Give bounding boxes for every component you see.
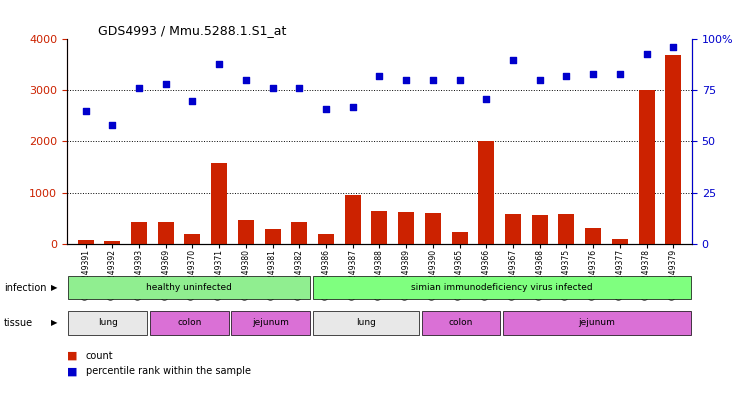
Point: [133, 85, 145, 92]
Bar: [559, 214, 574, 244]
Text: ▶: ▶: [51, 283, 57, 292]
Point: [106, 122, 118, 128]
Point: [373, 73, 385, 79]
Point: [641, 50, 652, 57]
Text: ▶: ▶: [51, 318, 57, 327]
Text: GDS4993 / Mmu.5288.1.S1_at: GDS4993 / Mmu.5288.1.S1_at: [98, 24, 286, 37]
Bar: [68, 310, 147, 335]
Text: tissue: tissue: [4, 318, 33, 328]
Bar: [398, 212, 414, 244]
Text: healthy uninfected: healthy uninfected: [147, 283, 232, 292]
Bar: [478, 141, 494, 244]
Bar: [665, 55, 682, 244]
Bar: [313, 276, 690, 299]
Point: [187, 97, 199, 104]
Point: [481, 95, 493, 102]
Text: percentile rank within the sample: percentile rank within the sample: [86, 366, 251, 376]
Bar: [612, 239, 628, 244]
Bar: [77, 240, 94, 244]
Point: [614, 71, 626, 77]
Point: [533, 77, 545, 83]
Bar: [68, 276, 310, 299]
Point: [240, 77, 252, 83]
Point: [587, 71, 599, 77]
Point: [293, 85, 305, 92]
Bar: [344, 195, 361, 244]
Bar: [231, 310, 310, 335]
Point: [454, 77, 466, 83]
Text: lung: lung: [97, 318, 118, 327]
Bar: [104, 241, 121, 244]
Bar: [425, 213, 441, 244]
Text: infection: infection: [4, 283, 46, 293]
Point: [347, 104, 359, 110]
Bar: [150, 310, 228, 335]
Point: [560, 73, 572, 79]
Text: colon: colon: [177, 318, 202, 327]
Bar: [505, 214, 521, 244]
Text: colon: colon: [449, 318, 473, 327]
Bar: [238, 220, 254, 244]
Point: [427, 77, 439, 83]
Text: lung: lung: [356, 318, 376, 327]
Text: ■: ■: [67, 351, 77, 361]
Text: ■: ■: [67, 366, 77, 376]
Bar: [371, 211, 388, 244]
Point: [400, 77, 412, 83]
Bar: [292, 222, 307, 244]
Point: [160, 81, 172, 87]
Bar: [318, 234, 334, 244]
Text: count: count: [86, 351, 113, 361]
Point: [266, 85, 278, 92]
Bar: [422, 310, 501, 335]
Point: [667, 44, 679, 51]
Bar: [503, 310, 690, 335]
Bar: [158, 222, 174, 244]
Text: jejunum: jejunum: [578, 318, 615, 327]
Bar: [265, 230, 280, 244]
Bar: [211, 163, 227, 244]
Bar: [185, 234, 200, 244]
Point: [320, 106, 332, 112]
Bar: [313, 310, 419, 335]
Bar: [532, 215, 548, 244]
Bar: [638, 90, 655, 244]
Bar: [131, 222, 147, 244]
Bar: [452, 232, 467, 244]
Point: [214, 61, 225, 67]
Text: simian immunodeficiency virus infected: simian immunodeficiency virus infected: [411, 283, 592, 292]
Point: [507, 57, 519, 63]
Point: [80, 108, 92, 114]
Text: jejunum: jejunum: [252, 318, 289, 327]
Bar: [585, 228, 601, 244]
